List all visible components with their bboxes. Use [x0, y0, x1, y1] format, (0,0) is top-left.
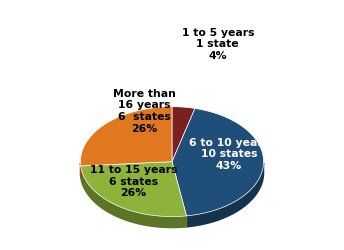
Polygon shape: [80, 118, 264, 228]
Polygon shape: [81, 166, 186, 228]
Polygon shape: [172, 162, 186, 227]
Text: 6 to 10 years
10 states
43%: 6 to 10 years 10 states 43%: [189, 138, 269, 171]
Polygon shape: [81, 162, 172, 177]
Text: More than
16 years
6  states
26%: More than 16 years 6 states 26%: [113, 89, 176, 134]
Text: 1 to 5 years
1 state
4%: 1 to 5 years 1 state 4%: [182, 28, 254, 61]
Polygon shape: [186, 163, 264, 227]
Polygon shape: [81, 162, 186, 216]
Polygon shape: [172, 162, 186, 227]
Text: 11 to 15 years
6 states
26%: 11 to 15 years 6 states 26%: [90, 165, 177, 198]
Polygon shape: [172, 108, 264, 216]
Polygon shape: [81, 162, 172, 177]
Polygon shape: [80, 107, 172, 166]
Polygon shape: [172, 107, 195, 162]
